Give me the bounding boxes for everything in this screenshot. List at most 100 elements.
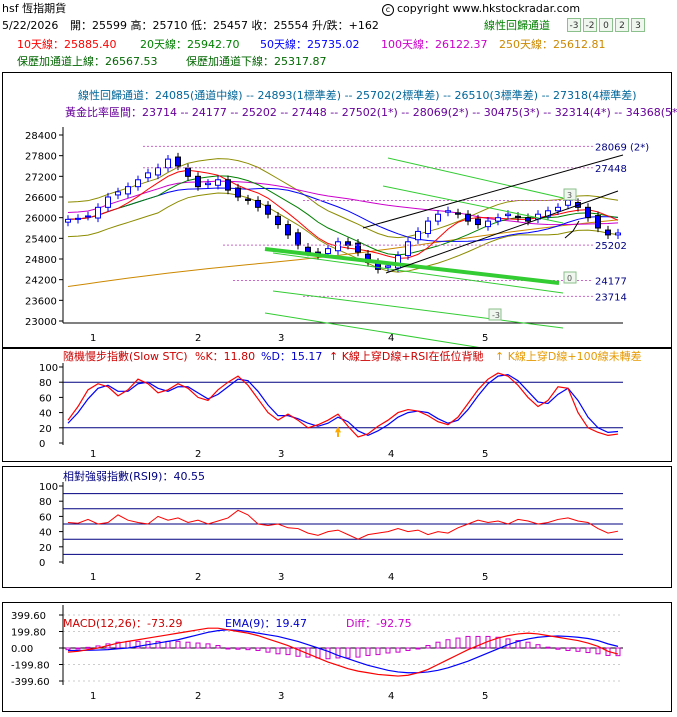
regression-line xyxy=(387,157,564,199)
candle-body xyxy=(325,248,331,254)
copyright-label: copyright www.hkstockradar.com xyxy=(397,2,581,15)
price-chart: 28400 27800 27200 26600 26000 25400 24800 24200… xyxy=(25,127,649,347)
candle-body xyxy=(425,220,431,235)
macd-panel: 399.60 199.80 0.00 -199.80 -399.60 1 2 3 4 5 MACD… xyxy=(2,602,672,712)
ma250-label: 250天線：25612.81 xyxy=(499,38,606,51)
upper-band-label: 保歷加通道上線：26567.53 xyxy=(17,55,158,68)
x-tick-label: 1 xyxy=(90,691,96,702)
candle-body xyxy=(405,241,411,257)
channel-button-2[interactable]: 2 xyxy=(615,18,629,32)
macd-diff-bar xyxy=(555,647,561,650)
y-tick-label: 100 xyxy=(39,363,58,374)
y-tick-label: 26000 xyxy=(25,214,57,225)
candle-body xyxy=(65,218,71,223)
candle-body xyxy=(105,196,111,208)
macd-diff-bar xyxy=(275,647,281,655)
x-tick-label: 3 xyxy=(278,333,284,344)
y-tick-label: 60 xyxy=(39,393,52,404)
candle-body xyxy=(245,198,251,201)
candle-body xyxy=(235,187,241,198)
stc-note2-text: K線上穿D線+100線未轉差 xyxy=(507,350,642,363)
macd-diff-bar xyxy=(365,647,371,656)
candle-body xyxy=(175,156,181,167)
y-tick-label: 199.80 xyxy=(11,628,46,639)
candle-body xyxy=(355,242,361,253)
channel-tag-box xyxy=(563,188,577,201)
stochastic-chart: 100 80 60 40 20 0 1 2 3 4 5 xyxy=(39,363,623,460)
ema-label: EMA(9)：19.47 xyxy=(225,617,308,630)
ma250-line xyxy=(67,219,619,288)
level-label: 25202 xyxy=(595,241,627,252)
channel-button-0[interactable]: 0 xyxy=(599,18,613,32)
up-arrow-icon: ↑ xyxy=(495,350,505,363)
candle-body xyxy=(475,218,481,226)
y-tick-label: 24800 xyxy=(25,255,57,266)
macd-diff-bar xyxy=(155,640,161,649)
x-tick-label: 5 xyxy=(482,333,488,344)
regression-line xyxy=(382,185,564,224)
x-tick-label: 1 xyxy=(90,333,96,344)
macd-diff-bar xyxy=(115,641,121,649)
x-tick-label: 2 xyxy=(195,333,201,344)
level-label: 27448 xyxy=(595,164,627,175)
macd-diff-bar xyxy=(345,647,351,659)
candle-body xyxy=(395,255,401,269)
macd-diff-bar xyxy=(465,635,471,649)
candle-body xyxy=(145,172,151,179)
candle-body xyxy=(225,179,231,191)
rsi-title: 相對強弱指數(RSI9)：40.55 xyxy=(63,470,205,483)
candle-body xyxy=(255,199,261,208)
y-tick-label: 23000 xyxy=(25,317,57,328)
macd-diff-bar xyxy=(565,647,571,651)
stc-k-label: %K：11.80 xyxy=(195,350,256,363)
macd-diff-bar xyxy=(195,642,201,649)
y-tick-label: 100 xyxy=(39,482,58,493)
channel-button-minus3[interactable]: -3 xyxy=(567,18,581,32)
macd-diff-bar xyxy=(395,647,401,653)
channel-button-minus2[interactable]: -2 xyxy=(583,18,597,32)
candle-body xyxy=(275,215,281,226)
regression-line xyxy=(272,290,564,329)
regression-line xyxy=(264,312,480,347)
macd-diff-bar xyxy=(435,641,441,649)
x-tick-label: 2 xyxy=(195,449,201,460)
macd-diff-bar xyxy=(305,647,311,658)
macd-diff-bar xyxy=(535,644,541,649)
macd-diff-bar xyxy=(255,647,261,651)
macd-diff-bar xyxy=(615,647,621,657)
candle-body xyxy=(305,246,311,253)
x-tick-label: 2 xyxy=(195,572,201,583)
x-tick-label: 1 xyxy=(90,572,96,583)
y-tick-label: 27200 xyxy=(25,172,57,183)
date-label: 5/22/2026 xyxy=(2,19,59,32)
level-label: 23714 xyxy=(595,292,627,303)
channel-tag: 0 xyxy=(567,274,572,283)
candle-body xyxy=(185,167,191,177)
signal-arrow-icon xyxy=(335,426,341,433)
level-label: 24177 xyxy=(595,276,627,287)
macd-diff-bar xyxy=(575,647,581,652)
candle-body xyxy=(445,210,451,213)
candle-body xyxy=(615,232,621,236)
macd-diff-bar xyxy=(595,647,601,655)
stc-note1-text: K線上穿D線+RSI在低位背馳 xyxy=(341,350,484,363)
channel-button-3[interactable]: 3 xyxy=(631,18,645,32)
candle-body xyxy=(205,182,211,186)
trend-line-lower xyxy=(385,190,619,274)
ma20-label: 20天線：25942.70 xyxy=(140,38,240,51)
candle-body xyxy=(155,167,161,176)
copyright-icon: c xyxy=(382,4,394,16)
regression-mid-line xyxy=(264,247,560,285)
y-tick-label: -399.60 xyxy=(11,677,50,688)
bollinger-upper xyxy=(67,158,619,239)
macd-diff-bar xyxy=(225,647,231,650)
x-tick-label: 5 xyxy=(482,449,488,460)
candle-body xyxy=(455,212,461,215)
stc-k-line xyxy=(67,372,619,438)
trend-line-upper xyxy=(362,154,624,229)
macd-diff-bar xyxy=(205,643,211,649)
candle-body xyxy=(75,217,81,220)
macd-diff-bar xyxy=(425,645,431,649)
macd-diff-bar xyxy=(415,647,421,650)
y-tick-label: 20 xyxy=(39,543,52,554)
